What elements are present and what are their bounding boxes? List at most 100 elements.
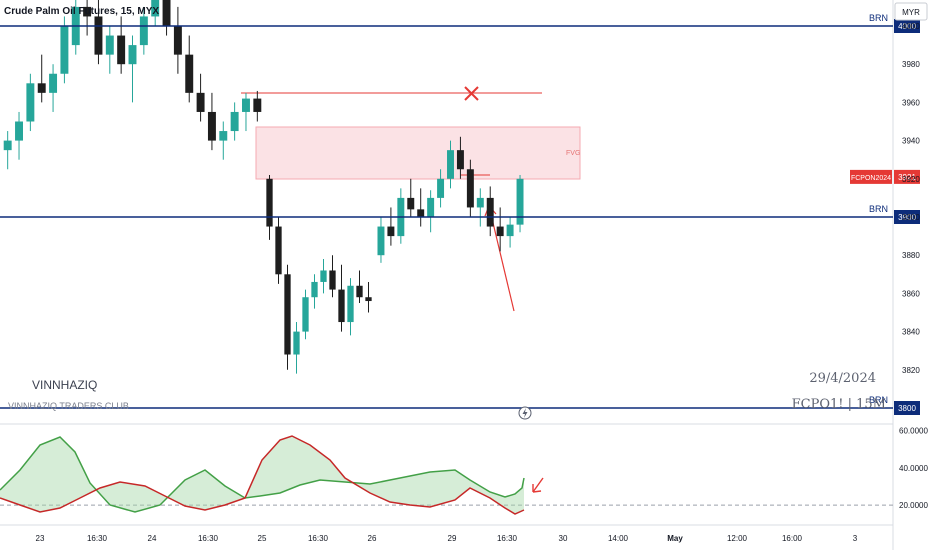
oscillator-arrow-icon <box>532 477 544 493</box>
oscillator-fast-line <box>0 436 525 513</box>
time-tick-label: 30 <box>559 534 568 543</box>
candle-body <box>15 121 23 141</box>
price-tick-label: 3960 <box>902 98 920 107</box>
candle-body <box>162 0 171 27</box>
brn-levels: BRN 4000 BRN 3900 BRN 3800 FCPON2024 3921 <box>0 13 920 415</box>
candle-body <box>377 226 385 256</box>
time-tick-label: 29 <box>448 534 457 543</box>
price-tick-label: 3840 <box>902 328 920 337</box>
candle-body <box>437 178 445 198</box>
candle-body <box>476 197 484 208</box>
fvg-zone[interactable] <box>255 126 581 180</box>
candle-body <box>456 150 464 170</box>
candle-body <box>49 73 58 93</box>
oscillator-axis: 20.0000 40.0000 60.0000 <box>899 427 928 510</box>
candle-body <box>207 111 216 141</box>
brn-price-tag-text: 3900 <box>898 213 916 222</box>
candle-body <box>94 16 103 55</box>
time-tick-label: 16:30 <box>308 534 329 543</box>
candle-body <box>117 35 126 65</box>
time-axis: 23 16:30 24 16:30 25 16:30 26 29 16:30 30 14:00 May… <box>36 534 858 543</box>
price-tick-label: 3860 <box>902 289 920 298</box>
candle-body <box>320 270 327 282</box>
candle-body <box>466 169 474 208</box>
time-tick-label: 16:30 <box>198 534 219 543</box>
candle-body <box>407 197 415 210</box>
oscillator-slow-line <box>0 435 525 515</box>
brn-level-label: BRN <box>869 13 888 23</box>
candle-body <box>139 16 148 46</box>
date-watermark: 29/4/2024 <box>809 371 876 386</box>
candle-body <box>185 54 194 93</box>
brn-price-tag-text: 4000 <box>898 22 916 31</box>
brn-level-label: BRN <box>869 395 888 405</box>
current-price-tag <box>894 169 920 184</box>
price-tick-label: 3980 <box>902 60 920 69</box>
candle-body <box>516 178 524 225</box>
current-price-tag-text: 3921 <box>898 173 916 182</box>
candle-body <box>219 131 228 141</box>
oscillator-tick-label: 40.0000 <box>899 464 928 473</box>
candle-body <box>26 83 35 122</box>
candle-body <box>196 92 205 112</box>
candle-body <box>302 297 309 332</box>
candle-body <box>506 224 514 237</box>
oscillator-tick-label: 20.0000 <box>899 501 928 510</box>
candle-body <box>242 98 250 112</box>
symbol-price-tag-text: FCPON2024 <box>851 175 891 182</box>
oscillator-pane <box>0 435 893 515</box>
symbol-price-tag <box>850 169 892 184</box>
price-tick-label: 3900 <box>902 213 920 222</box>
candle-body <box>447 150 454 179</box>
brn-level-label: BRN <box>869 204 888 214</box>
brn-price-tag <box>894 401 920 415</box>
lightning-icon[interactable] <box>518 406 532 420</box>
time-tick-label: 16:00 <box>782 534 803 543</box>
time-tick-label: 16:30 <box>497 534 518 543</box>
time-tick-label: 3 <box>853 534 858 543</box>
candle-body <box>347 285 354 323</box>
author-watermark: VINNHAZIQ <box>32 378 97 392</box>
candle-body <box>266 178 273 227</box>
oscillator-tick-label: 60.0000 <box>899 427 928 436</box>
candle-body <box>387 226 395 237</box>
candle-body <box>329 270 336 290</box>
candle-body <box>151 0 160 17</box>
candle-body <box>486 197 494 227</box>
price-tick-label: 3920 <box>902 175 920 184</box>
invalidation-x-icon <box>464 86 479 101</box>
candlestick-series <box>3 0 524 374</box>
candle-body <box>356 285 363 298</box>
candle-body <box>230 111 239 132</box>
candle-body <box>365 297 372 302</box>
time-tick-label: 16:30 <box>87 534 108 543</box>
candle-body <box>311 281 318 298</box>
price-tick-label: 3820 <box>902 366 920 375</box>
candle-body <box>275 226 282 275</box>
currency-label: MYR <box>902 8 920 17</box>
brn-price-tag <box>894 210 920 224</box>
club-watermark: VINNHAZIQ TRADERS CLUB <box>8 401 129 411</box>
time-tick-label: May <box>667 534 683 543</box>
candle-body <box>105 35 114 55</box>
currency-button[interactable]: MYR <box>894 2 928 21</box>
candle-body <box>60 26 69 74</box>
price-axis: 3820 3840 3860 3880 3900 3920 3940 3960 3980 4000 <box>902 22 920 375</box>
symbol-watermark: FCPO1! | 15M <box>792 397 886 412</box>
brn-price-tag-text: 3800 <box>898 404 916 413</box>
price-tick-label: 3880 <box>902 251 920 260</box>
candle-body <box>427 197 435 217</box>
price-tick-label: 4000 <box>902 22 920 31</box>
candle-body <box>83 6 92 17</box>
candle-body <box>496 226 504 237</box>
time-tick-label: 12:00 <box>727 534 748 543</box>
time-tick-label: 14:00 <box>608 534 629 543</box>
time-tick-label: 26 <box>368 534 377 543</box>
time-tick-label: 25 <box>258 534 267 543</box>
candle-body <box>173 26 182 55</box>
chart-title: Crude Palm Oil Futures, 15, MYX <box>4 6 159 17</box>
candle-body <box>284 274 291 355</box>
fvg-label: FVG <box>566 150 580 157</box>
